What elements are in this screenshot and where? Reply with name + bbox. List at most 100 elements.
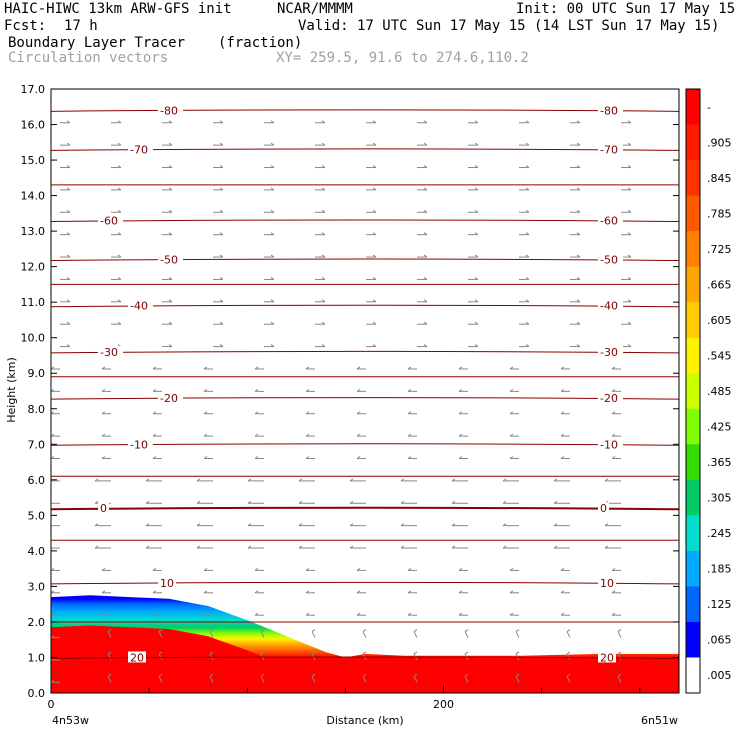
wind-vector-head (464, 673, 469, 677)
wind-vector-head (66, 277, 71, 280)
tracer-core (51, 625, 679, 693)
contour-label-bg (598, 299, 623, 311)
contour-label: -20 (600, 392, 618, 405)
wind-vector-head (247, 500, 252, 504)
wind-vector-head (423, 299, 428, 303)
wind-vector-head (219, 120, 224, 124)
wind-vector-head (356, 590, 361, 594)
wind-vector-head (168, 232, 173, 236)
wind-vector-head (305, 411, 310, 415)
axes: 0.0 1.0 2.0 3.0 4.0 5.0 6.0 7.0 8.0 9.0 10.0 11.0 12… (21, 83, 679, 711)
wind-vector-head (525, 321, 530, 325)
wind-vector-head (168, 209, 173, 213)
wind-vector-head (101, 388, 106, 392)
wind-vector-head (604, 523, 609, 527)
wind-vector-head (66, 254, 71, 258)
colorbar-swatch (686, 621, 700, 658)
wind-vector-head (464, 629, 469, 632)
y-tick-label: 13.0 (21, 225, 46, 238)
y-tick-label: 11.0 (21, 296, 46, 309)
wind-vector-head (407, 366, 412, 370)
wind-vector-head (321, 120, 326, 124)
wind-vector-head (576, 209, 581, 213)
contour-label: 10 (600, 577, 614, 590)
wind-vector-head (145, 545, 150, 549)
colorbar-label: .665 (707, 278, 732, 291)
wind-vector-head (203, 612, 208, 616)
wind-vector-head (168, 344, 173, 348)
wind-vector-head (305, 366, 310, 370)
wind-vector-head (305, 433, 310, 437)
wind-vector-head (219, 187, 224, 191)
wind-vector-head (502, 523, 507, 527)
wind-vector-head (349, 478, 354, 482)
wind-vector-head (509, 366, 514, 370)
wind-vector (107, 676, 112, 683)
wind-vector-head (553, 500, 558, 504)
wind-vector-head (509, 612, 514, 616)
tracer-field (51, 595, 679, 693)
colorbar-swatch (686, 160, 700, 197)
wind-vector-head (474, 299, 479, 303)
contour-label: -70 (600, 143, 618, 156)
contour-label-bg (128, 438, 153, 450)
x-start-location: 4n53w (52, 714, 89, 727)
wind-vector-head (458, 456, 463, 459)
wind-vector-head (101, 456, 106, 459)
wind-vector-head (152, 568, 157, 571)
wind-vector-head (458, 612, 463, 616)
wind-vector-head (400, 500, 405, 504)
colorbar-label: .005 (707, 669, 732, 682)
wind-vector-head (152, 366, 157, 370)
contour-label-bg (598, 502, 609, 514)
contour-label-bg (158, 576, 176, 588)
wind-vector-head (372, 209, 377, 213)
wind-vector-head (627, 277, 632, 280)
colorbar-swatch (686, 195, 700, 232)
wind-vector-head (101, 366, 106, 370)
colorbar-label: .365 (707, 456, 732, 469)
wind-vector-head (145, 500, 150, 504)
wind-vector-head (451, 545, 456, 549)
wind-vector-head (305, 568, 310, 571)
wind-vector-head (525, 344, 530, 348)
plot-frame (50, 88, 680, 694)
colorbar: - .905 .845 .785 .725 .665 .605 .545 .485 .425 .36… (685, 88, 732, 694)
wind-vector-head (117, 277, 122, 280)
wind-vector-head (107, 629, 112, 632)
contour-label-bg (598, 143, 623, 155)
contour-label: 20 (130, 651, 144, 664)
wind-vector-head (270, 299, 275, 303)
forecast-label: Fcst: (4, 18, 47, 34)
wind-vector-head (298, 478, 303, 482)
wind-vector-head (321, 232, 326, 236)
wind-vector-head (451, 478, 456, 482)
wind-vector-head (219, 277, 224, 280)
wind-vector-head (117, 232, 122, 236)
wind-vector-head (458, 433, 463, 437)
wind-vector-head (94, 545, 99, 549)
wind-vector-head (311, 629, 316, 632)
y-tick-label: 16.0 (21, 119, 46, 132)
wind-vector (260, 676, 265, 683)
wind-vector-head (117, 142, 122, 146)
wind-vector-head (311, 673, 316, 677)
contour-label-bg (598, 392, 623, 404)
wind-vector-head (423, 120, 428, 124)
wind-vector-head (525, 165, 530, 168)
colorbar-swatch (686, 515, 700, 552)
wind-vector-head (617, 673, 622, 677)
wind-vector-head (423, 254, 428, 258)
y-tick-label: 17.0 (21, 83, 46, 96)
contour-label: -40 (600, 300, 618, 313)
wind-vector-head (611, 456, 616, 459)
contour-label: -10 (130, 438, 148, 451)
wind-vector (311, 631, 316, 638)
colorbar-swatch (686, 408, 700, 445)
wind-vector-head (321, 165, 326, 168)
wind-vector-head (356, 411, 361, 415)
wind-vector-head (219, 165, 224, 168)
wind-vector-head (203, 366, 208, 370)
contour-label-bg (98, 345, 123, 357)
y-tick-label: 8.0 (28, 403, 46, 416)
